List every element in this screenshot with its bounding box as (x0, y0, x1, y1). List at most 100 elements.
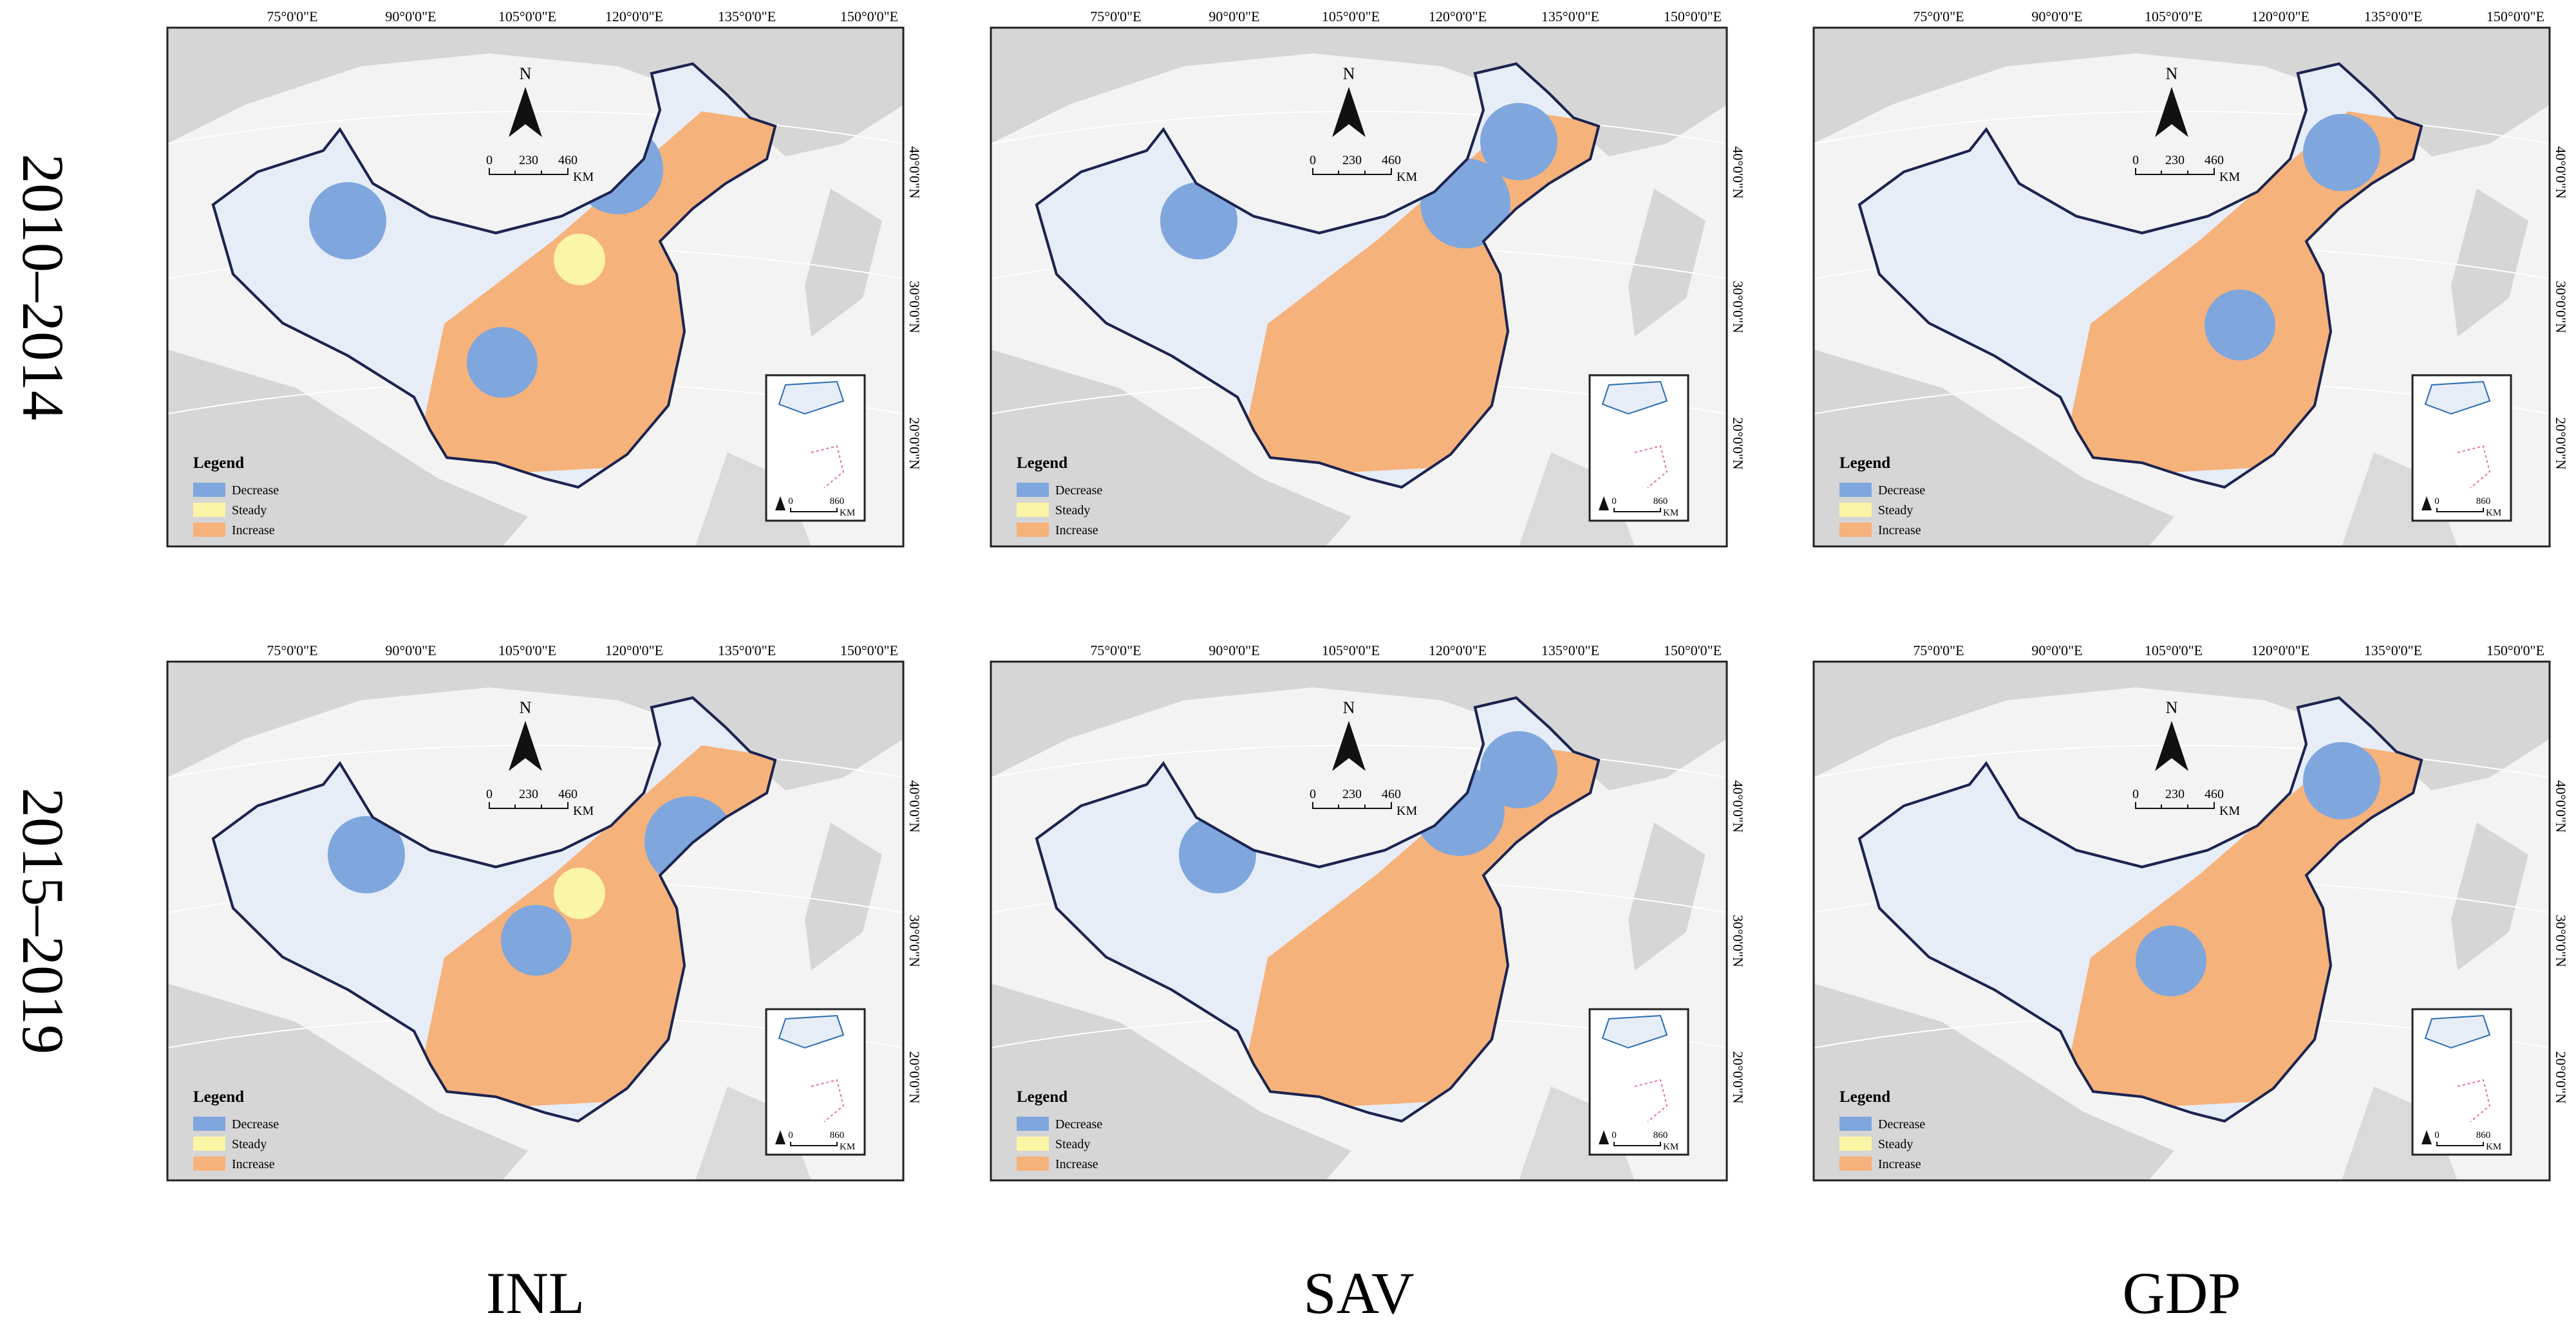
legend-label: Decrease (1878, 483, 1925, 498)
inset-scale (790, 1142, 838, 1146)
longitude-label: 150°0'0"E (2487, 8, 2544, 24)
scale-unit: KM (1396, 804, 1417, 818)
legend-swatch (1017, 1157, 1049, 1171)
scale-label: 0 (1310, 153, 1316, 167)
longitude-label: 150°0'0"E (840, 642, 898, 658)
north-arrow (1332, 87, 1366, 137)
regions (2058, 111, 2421, 478)
frame (166, 660, 905, 1182)
scale-label: 460 (1382, 787, 1401, 801)
neighbour-land (1628, 189, 1706, 337)
inset-north (1599, 1130, 1609, 1144)
graticule (990, 111, 1727, 144)
north-arrow (2155, 87, 2188, 137)
legend-swatch (193, 1117, 225, 1131)
latitude-label: 30°0'0"N (907, 915, 923, 967)
latitude-label: 30°0'0"N (1730, 281, 1746, 333)
scale-label: 0 (2132, 787, 2139, 801)
neighbour-land (1519, 1086, 1635, 1180)
neighbour-land (2342, 452, 2458, 546)
legend-swatch (193, 503, 225, 517)
legend-label: Steady (1878, 1137, 1913, 1151)
inset-scale (1613, 508, 1661, 512)
legend-label: Steady (232, 503, 267, 517)
legend-swatch (1017, 483, 1049, 497)
legend-swatch (1839, 483, 1872, 497)
legend-label: Decrease (1878, 1117, 1925, 1131)
legend-label: Decrease (1055, 483, 1102, 498)
longitude-label: 135°0'0"E (718, 8, 776, 24)
longitude-label: 75°0'0"E (267, 8, 317, 24)
decrease-region (328, 816, 405, 893)
inset-scale-label: 860 (2476, 1130, 2491, 1140)
scale-label: 460 (2205, 153, 2224, 167)
neighbour-land (2342, 1086, 2458, 1180)
north-label: N (1343, 64, 1355, 83)
frame (166, 26, 905, 548)
longitude-label: 120°0'0"E (2252, 8, 2309, 24)
longitude-label: 150°0'0"E (840, 8, 898, 24)
scale-bar (489, 802, 569, 809)
inset-north (2421, 496, 2432, 510)
neighbour-land (1814, 28, 2550, 156)
longitude-label: 90°0'0"E (1208, 642, 1259, 658)
longitude-label: 75°0'0"E (1090, 642, 1141, 658)
neighbour-land (695, 452, 811, 546)
longitude-label: 105°0'0"E (1322, 642, 1380, 658)
legend-swatch (1017, 503, 1049, 517)
inset-scale (790, 508, 838, 512)
legend-label: Decrease (1055, 1117, 1102, 1131)
neighbour-land (1628, 823, 1706, 971)
longitude-label: 120°0'0"E (1429, 642, 1487, 658)
scale-label: 0 (486, 787, 493, 801)
neighbour-land (805, 189, 882, 337)
latitude-label: 30°0'0"N (907, 281, 923, 333)
latitude-label: 30°0'0"N (2553, 915, 2569, 967)
longitude-label: 150°0'0"E (1664, 642, 1722, 658)
longitude-label: 150°0'0"E (1664, 8, 1722, 24)
longitude-label: 120°0'0"E (605, 8, 663, 24)
regions (1179, 731, 1599, 1112)
inset-scale (1613, 1142, 1661, 1146)
longitude-label: 90°0'0"E (385, 8, 436, 24)
decrease-region (309, 182, 386, 259)
inset: 0 860 KM (1588, 1008, 1689, 1156)
latitude-label: 20°0'0"N (1730, 1051, 1746, 1104)
longitude-label: 90°0'0"E (1208, 8, 1259, 24)
increase-region (2058, 745, 2421, 1112)
column-label: INL (486, 1260, 585, 1326)
column-label: GDP (2122, 1260, 2241, 1326)
inset-land (1601, 380, 1668, 415)
scale-label: 460 (558, 153, 578, 167)
longitude-label: 120°0'0"E (605, 642, 663, 658)
map-panel: 75°0'0"E 90°0'0"E 105°0'0"E 120°0'0"E 135°0'… (1812, 8, 2569, 548)
inset-scale-unit: KM (840, 508, 855, 518)
decrease-region (1480, 103, 1557, 180)
scale-bar (2135, 802, 2215, 809)
row-label: 2010–2014 (10, 154, 76, 420)
neighbour-land (2451, 189, 2528, 337)
legend-title: Legend (193, 1088, 244, 1106)
decrease-region (1480, 731, 1557, 808)
scale-label: 460 (558, 787, 578, 801)
scale-label: 230 (1342, 787, 1362, 801)
legend-swatch (1017, 523, 1049, 537)
graticule (990, 745, 1727, 778)
china-outline (1857, 696, 2423, 1123)
legend-label: Steady (1055, 503, 1090, 517)
graticule (1813, 745, 2550, 778)
latitude-label: 40°0'0"N (907, 780, 923, 833)
north-label: N (520, 698, 532, 717)
decrease-region (467, 327, 538, 398)
china-outline (211, 696, 777, 1123)
inset-north (1599, 496, 1609, 510)
inset-land (778, 380, 845, 415)
scale-label: 230 (519, 787, 538, 801)
scale-unit: KM (2219, 804, 2240, 818)
inset-scale-label: 0 (2434, 1130, 2440, 1140)
inset-scale-unit: KM (840, 1142, 855, 1152)
neighbour-land (991, 349, 1351, 546)
inset-north (775, 1130, 785, 1144)
longitude-label: 75°0'0"E (1090, 8, 1141, 24)
latitude-label: 40°0'0"N (2553, 780, 2569, 833)
